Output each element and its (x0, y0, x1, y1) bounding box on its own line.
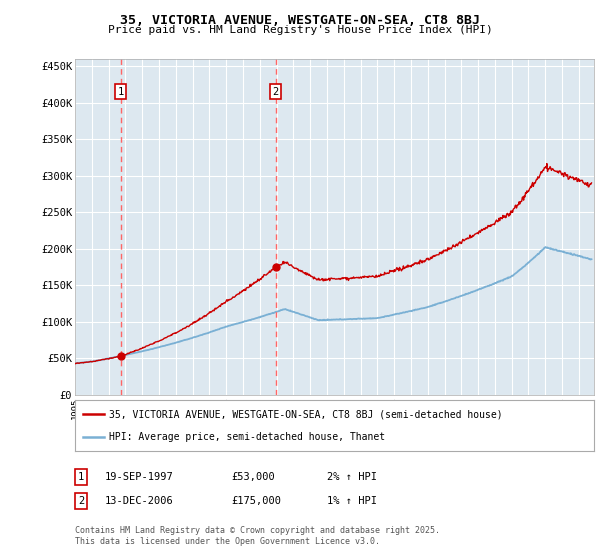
Text: Price paid vs. HM Land Registry's House Price Index (HPI): Price paid vs. HM Land Registry's House … (107, 25, 493, 35)
Text: 1% ↑ HPI: 1% ↑ HPI (327, 496, 377, 506)
Text: 19-SEP-1997: 19-SEP-1997 (105, 472, 174, 482)
Text: 1: 1 (78, 472, 84, 482)
Text: 13-DEC-2006: 13-DEC-2006 (105, 496, 174, 506)
Text: 1: 1 (118, 87, 124, 97)
Text: 2: 2 (272, 87, 279, 97)
Text: Contains HM Land Registry data © Crown copyright and database right 2025.
This d: Contains HM Land Registry data © Crown c… (75, 526, 440, 546)
Text: 2% ↑ HPI: 2% ↑ HPI (327, 472, 377, 482)
Text: 35, VICTORIA AVENUE, WESTGATE-ON-SEA, CT8 8BJ: 35, VICTORIA AVENUE, WESTGATE-ON-SEA, CT… (120, 14, 480, 27)
Text: HPI: Average price, semi-detached house, Thanet: HPI: Average price, semi-detached house,… (109, 432, 385, 442)
Text: 2: 2 (78, 496, 84, 506)
Text: £175,000: £175,000 (231, 496, 281, 506)
Text: £53,000: £53,000 (231, 472, 275, 482)
Text: 35, VICTORIA AVENUE, WESTGATE-ON-SEA, CT8 8BJ (semi-detached house): 35, VICTORIA AVENUE, WESTGATE-ON-SEA, CT… (109, 409, 502, 419)
